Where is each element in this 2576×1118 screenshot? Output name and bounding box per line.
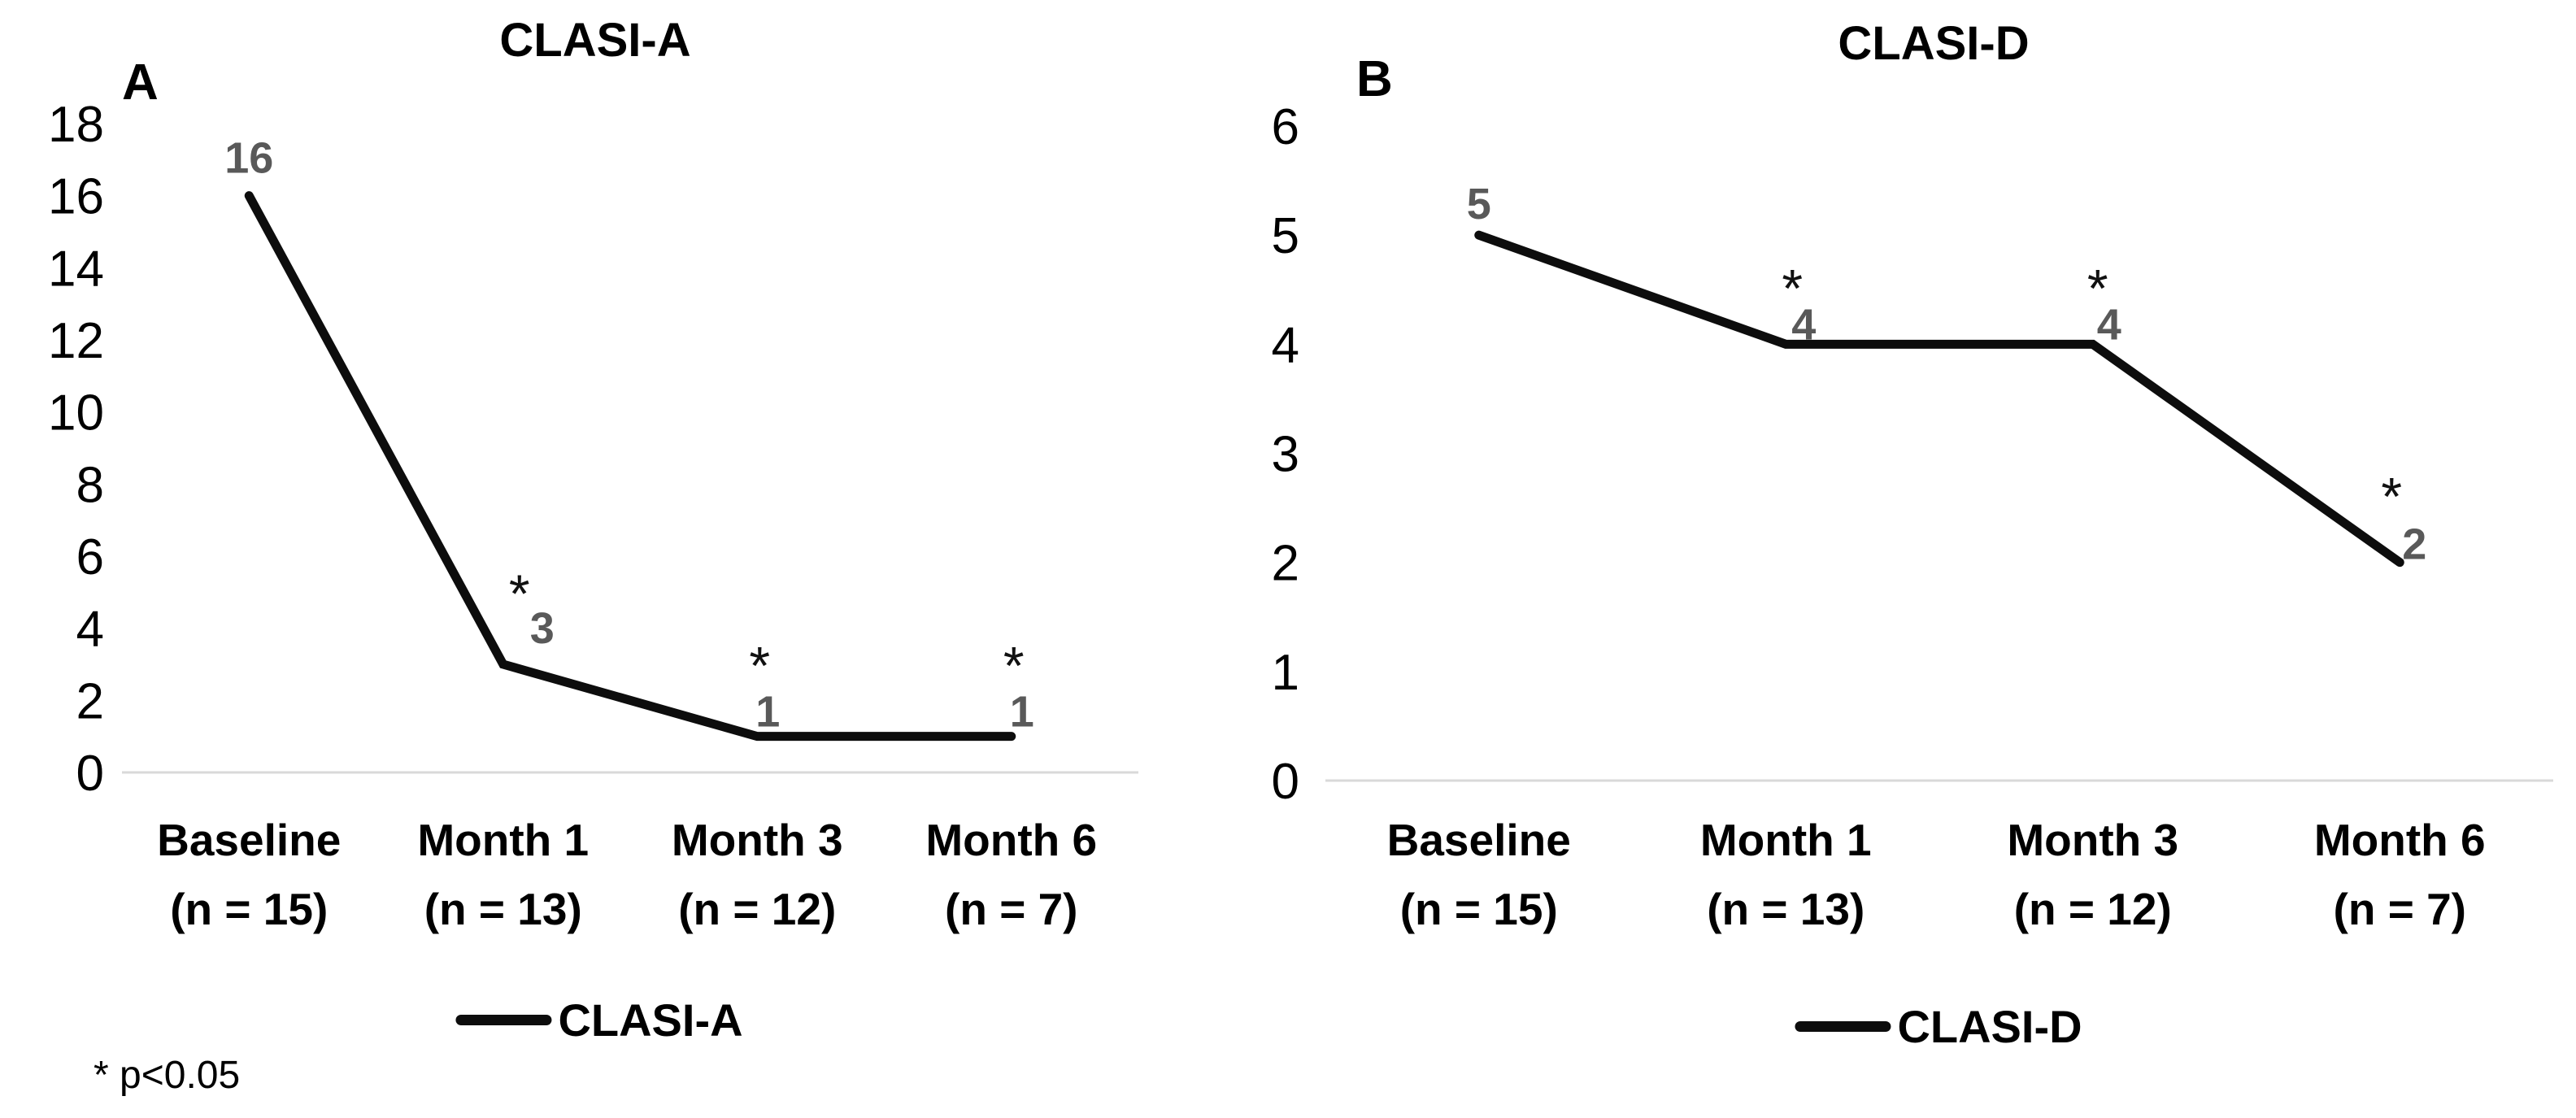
y-tick-label-clasi-d: 6: [1272, 99, 1299, 155]
significance-asterisk-clasi-a: *: [1003, 636, 1025, 696]
chart-clasi-d: 0 1 2 3 4 5 6 Baseline (n = 15) Month 1 (n = 13) Mo…: [1272, 99, 2553, 934]
x-category-label-clasi-a: Month 3 (n = 12): [672, 815, 843, 934]
y-tick-label-clasi-d: 1: [1272, 645, 1299, 701]
data-label-clasi-d: 4: [1791, 300, 1816, 349]
data-label-clasi-a: 16: [224, 134, 273, 183]
y-tick-label-clasi-a: 10: [48, 385, 104, 442]
y-tick-label-clasi-a: 6: [76, 529, 104, 585]
significance-asterisk-clasi-a: *: [749, 636, 770, 696]
y-tick-label-clasi-a: 2: [76, 673, 104, 729]
y-tick-label-clasi-a: 0: [76, 746, 104, 802]
y-tick-label-clasi-a: 12: [48, 313, 104, 369]
data-label-clasi-d: 5: [1467, 180, 1491, 228]
y-tick-label-clasi-a: 16: [48, 169, 104, 225]
x-category-label-clasi-a: Month 6 (n = 7): [925, 815, 1097, 934]
x-category-label-clasi-d: Baseline (n = 15): [1387, 815, 1571, 934]
data-label-clasi-a: 1: [1010, 688, 1034, 737]
y-tick-label-clasi-d: 0: [1272, 754, 1299, 810]
panel-b-letter: B: [1356, 51, 1393, 107]
y-tick-label-clasi-a: 8: [76, 457, 104, 513]
chart-b-title: CLASI-D: [1838, 17, 2030, 70]
data-label-clasi-d: 2: [2402, 520, 2426, 569]
significance-asterisk-clasi-a: *: [509, 563, 530, 624]
y-tick-label-clasi-a: 14: [48, 241, 104, 297]
y-tick-label-clasi-a: 18: [48, 97, 104, 153]
legend-line-swatch-b: [1795, 1021, 1891, 1032]
significance-asterisk-clasi-d: *: [2381, 467, 2402, 527]
x-category-label-clasi-a: Month 1 (n = 13): [417, 815, 589, 934]
significance-footnote: * p<0.05: [94, 1054, 241, 1097]
significance-asterisk-clasi-d: *: [1782, 258, 1803, 318]
x-category-label-clasi-d: Month 3 (n = 12): [2007, 815, 2178, 934]
chart-clasi-a: 0 2 4 6 8 10 12 14 16 18 Baseline (n = 15) Month 1 (n…: [48, 97, 1138, 934]
legend-line-swatch-a: [455, 1015, 552, 1025]
chart-a-legend: CLASI-A: [455, 994, 743, 1046]
data-label-clasi-a: 1: [755, 688, 780, 737]
panel-a-letter: A: [122, 54, 159, 111]
y-tick-label-clasi-d: 5: [1272, 208, 1299, 264]
y-tick-label-clasi-a: 4: [76, 602, 104, 658]
legend-label-b: CLASI-D: [1897, 1001, 2082, 1052]
series-line-clasi-d: [1474, 230, 2404, 568]
data-label-clasi-d: 4: [2097, 300, 2121, 349]
data-label-clasi-a: 3: [530, 604, 555, 653]
y-tick-label-clasi-d: 3: [1272, 427, 1299, 483]
chart-a-title: CLASI-A: [499, 14, 691, 67]
x-category-label-clasi-d: Month 1 (n = 13): [1700, 815, 1872, 934]
x-category-label-clasi-a: Baseline (n = 15): [157, 815, 341, 934]
y-tick-label-clasi-d: 4: [1272, 317, 1299, 373]
chart-b-legend: CLASI-D: [1795, 1000, 2082, 1053]
significance-asterisk-clasi-d: *: [2087, 258, 2108, 318]
y-tick-label-clasi-d: 2: [1272, 536, 1299, 592]
series-line-clasi-a: [244, 191, 1016, 742]
x-category-label-clasi-d: Month 6 (n = 7): [2314, 815, 2486, 934]
legend-label-a: CLASI-A: [558, 994, 743, 1046]
